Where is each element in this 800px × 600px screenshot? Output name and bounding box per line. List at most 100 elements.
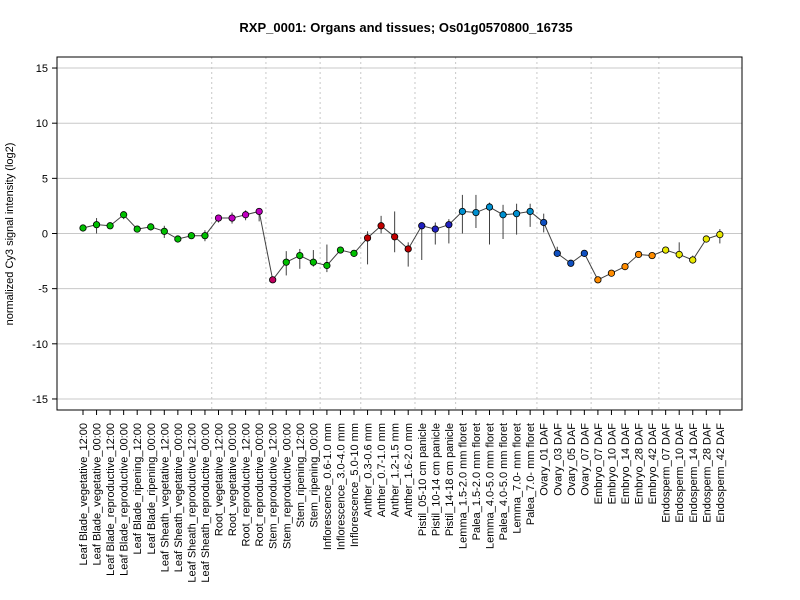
x-tick-label: Endosperm_42 DAF [715,423,727,523]
x-tick-label: Ovary_01 DAF [539,423,551,496]
data-point [296,251,304,260]
chart-title: RXP_0001: Organs and tissues; Os01g05708… [239,20,572,35]
x-tick-label: Anther_0.7-1.0 mm [376,423,388,517]
x-tick-label: Palea_1.5-2.0 mm floret [471,423,483,540]
y-tick-label: 5 [42,173,48,185]
x-tick-label: Pistil_05-10 cm panicle [417,423,429,536]
data-point [174,235,182,243]
y-axis-label: normalized Cy3 signal intensity (log2) [4,143,16,326]
data-point [621,262,629,271]
data-point [540,218,548,227]
x-tick-label: Leaf Blade_vegetative_00:00 [92,423,104,566]
x-tick-label: Leaf Sheath_reproductive_00:00 [200,423,212,583]
x-tick-label: Palea_7.0- mm floret [525,423,537,525]
x-tick-label: Ovary_03 DAF [552,423,564,496]
x-tick-label: Lemma_7.0- mm floret [512,423,524,534]
data-point [79,224,87,232]
y-tick-label: 15 [36,63,48,75]
data-point [187,232,195,240]
x-tick-label: Root_vegetative_12:00 [214,423,226,536]
data-point [485,203,494,211]
x-tick-label: Leaf Blade_ripening_12:00 [132,423,144,555]
data-point [553,249,561,257]
x-tick-label: Inflorescence_5.0-10 mm [349,423,361,547]
data-point [675,250,683,259]
x-tick-label: Inflorescence_0.6-1.0 mm [322,423,334,550]
x-tick-label: Pistil_10-14 cm panicle [430,423,442,536]
x-tick-label: Pistil_14-18 cm panicle [444,423,456,536]
y-tick-label: -15 [32,394,48,406]
x-tick-label: Lemma_4.0-5.0 mm floret [485,423,497,549]
data-point [512,210,521,218]
data-point [92,221,101,229]
data-point [269,276,277,284]
x-tick-label: Embryo_42 DAF [647,423,659,505]
grid-lines [57,57,742,410]
x-tick-label: Leaf Sheath_vegetative_12:00 [159,423,171,572]
data-point [282,258,290,266]
data-point [689,256,697,264]
y-tick-label: -10 [32,339,48,351]
x-tick-label: Endosperm_07 DAF [661,423,673,523]
data-point [323,261,331,270]
data-point [350,249,358,257]
x-tick-label: Ovary_07 DAF [579,423,591,496]
x-tick-label: Leaf Blade_ripening_00:00 [146,423,158,555]
x-tick-label: Leaf Sheath_vegetative_00:00 [173,423,185,572]
x-tick-label: Endosperm_14 DAF [688,423,700,523]
data-point [309,258,317,266]
data-points [79,203,724,284]
data-point [594,276,602,284]
data-point [526,207,534,216]
data-point [431,225,439,233]
data-point [106,222,114,230]
y-tick-label: 0 [42,229,48,241]
data-point [662,246,670,254]
x-tick-label: Anther_0.3-0.6 mm [363,423,375,517]
plot-frame [56,56,743,411]
data-point [255,207,263,216]
data-point [445,221,453,229]
data-point [648,251,656,260]
data-point [702,235,710,243]
x-tick-label: Anther_1.6-2.0 mm [403,423,415,517]
x-tick-label: Endosperm_28 DAF [701,423,713,523]
data-point [404,245,412,253]
data-point [363,234,372,242]
data-point [499,211,507,219]
data-point [201,232,209,240]
data-point [214,214,223,222]
x-tick-label: Stem_reproductive_12:00 [268,423,280,549]
x-tick-label: Embryo_14 DAF [620,423,632,505]
data-point [133,225,141,233]
x-tick-label: Stem_ripening_12:00 [295,423,307,528]
data-point [418,222,426,230]
x-tick-label: Root_reproductive_12:00 [241,423,253,547]
y-axis: 15 10 5 0 -5 -10 -15 [32,63,57,406]
data-point [472,208,480,217]
data-point [242,211,250,219]
x-tick-label: Lemma_1.5-2.0 mm floret [457,423,469,549]
data-point [580,249,588,257]
data-point [391,233,399,241]
data-point [458,207,466,216]
x-tick-label: Embryo_10 DAF [606,423,618,505]
x-tick-label: Palea_4.0-5.0 mm floret [498,423,510,540]
x-tick-label: Stem_reproductive_00:00 [281,423,293,549]
data-point [716,231,724,239]
x-axis: Leaf Blade_vegetative_12:00 Leaf Blade_ve… [78,410,727,583]
data-point [147,223,155,231]
x-tick-label: Endosperm_10 DAF [674,423,686,523]
x-tick-label: Stem_ripening_00:00 [308,423,320,528]
x-tick-label: Leaf Blade_reproductive_00:00 [119,423,131,576]
data-point [634,250,643,259]
x-tick-label: Embryo_28 DAF [634,423,646,505]
x-tick-label: Inflorescence_3.0-4.0 mm [335,423,347,550]
y-tick-label: 10 [36,118,48,130]
x-tick-label: Ovary_05 DAF [566,423,578,496]
x-tick-label: Root_reproductive_00:00 [254,423,266,547]
data-point [120,211,128,219]
x-tick-label: Anther_1.2-1.5 mm [390,423,402,517]
x-tick-label: Leaf Sheath_reproductive_12:00 [186,423,198,583]
